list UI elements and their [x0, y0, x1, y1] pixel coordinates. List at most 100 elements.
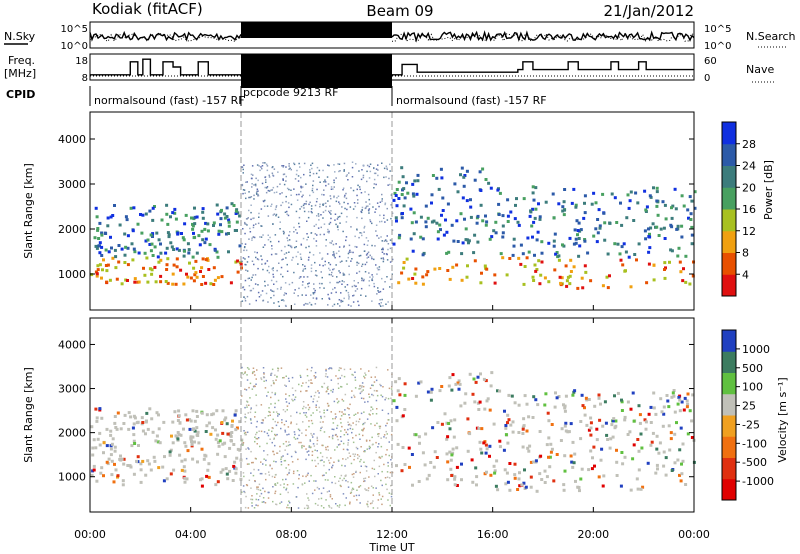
- power-cell-271: [327, 164, 329, 166]
- velocity-cell-831: [355, 470, 357, 473]
- velocity-cell-14: [116, 411, 120, 415]
- power-cell-664: [343, 274, 346, 276]
- velocity-cell-900: [298, 474, 300, 476]
- velocity-cell-82: [116, 474, 120, 478]
- power-cell-181: [186, 275, 190, 279]
- velocity-cell-600: [359, 384, 361, 387]
- power-cell-460: [351, 258, 353, 260]
- velocity-cell-356: [293, 398, 296, 401]
- power-cell-760: [364, 191, 366, 193]
- power-cell-671: [283, 253, 286, 255]
- velocity-cell-1432: [454, 382, 458, 386]
- velocity-cell-235: [224, 467, 228, 471]
- power-cell-389: [337, 163, 339, 165]
- velocity-cell-296: [347, 444, 349, 446]
- velocity-cell-302: [255, 404, 258, 407]
- power-cell-367: [365, 237, 368, 239]
- power-cell-34: [212, 266, 216, 270]
- power-cell-987: [315, 200, 318, 203]
- power-cell-535: [264, 285, 266, 287]
- velocity-cell-776: [293, 431, 296, 433]
- power-cell-1529: [655, 199, 659, 203]
- velocity-cell-1392: [508, 462, 512, 465]
- velocity-cell-760: [362, 429, 364, 432]
- power-cell-1251: [402, 266, 406, 270]
- power-cell-463: [343, 196, 346, 198]
- power-cell-1312: [594, 227, 598, 231]
- power-cell-512: [373, 258, 375, 261]
- power-cell-319: [261, 258, 263, 261]
- velocity-cell-1162: [672, 389, 676, 392]
- power-cell-139: [148, 267, 152, 271]
- power-cell-1176: [521, 252, 525, 256]
- velocity-cell-499: [331, 437, 334, 440]
- velocity-cell-584: [364, 377, 366, 379]
- velocity-cell-496: [244, 421, 247, 423]
- velocity-cell-833: [252, 371, 254, 373]
- power-cell-1182: [424, 220, 428, 224]
- velocity-cell-137: [90, 473, 94, 477]
- power-cell-442: [264, 162, 266, 164]
- power-cell-744: [296, 169, 298, 172]
- power-cell-933: [244, 279, 247, 282]
- power-cell-554: [275, 253, 278, 255]
- power-cell-1537: [661, 200, 665, 204]
- velocity-cell-1419: [532, 395, 536, 399]
- velocity-cell-1178: [587, 428, 591, 432]
- power-cell-786: [300, 187, 303, 189]
- power-cell-624: [333, 268, 335, 270]
- velocity-cell-836: [347, 421, 349, 423]
- velocity-cell-552: [377, 473, 379, 475]
- power-cell-795: [319, 205, 321, 208]
- power-cell-109: [98, 241, 102, 245]
- power-cell-910: [335, 177, 337, 179]
- velocity-cell-1318: [498, 445, 502, 449]
- velocity-cell-891: [379, 457, 382, 459]
- velocity-colorbar-cell-1: [722, 457, 736, 480]
- velocity-cell-1184: [457, 387, 461, 391]
- power-cell-618: [244, 243, 247, 245]
- power-cell-1274: [596, 231, 600, 235]
- velocity-cell-355: [260, 461, 262, 463]
- power-cell-347: [276, 269, 278, 272]
- power-cell-952: [307, 259, 310, 261]
- power-cell-1547: [485, 267, 489, 271]
- velocity-cell-1365: [480, 451, 484, 455]
- power-cell-1136: [372, 276, 374, 278]
- power-cell-896: [266, 260, 269, 262]
- power-cell-68: [136, 222, 140, 226]
- power-cell-1350: [655, 225, 659, 229]
- power-cell-810: [266, 186, 269, 188]
- power-cell-1483: [558, 275, 562, 279]
- power-cell-1267: [596, 218, 600, 221]
- velocity-cell-953: [340, 422, 342, 424]
- velocity-cell-504: [310, 414, 312, 417]
- power-cell-804: [272, 174, 274, 176]
- velocity-cell-894: [324, 375, 327, 378]
- velocity-cell-1009: [302, 421, 304, 423]
- power-cell-257: [106, 216, 110, 220]
- velocity-cell-968: [315, 465, 317, 467]
- velocity-cell-269: [316, 409, 318, 411]
- power-cell-993: [244, 297, 246, 300]
- velocity-cell-1283: [592, 445, 596, 449]
- velocity-cell-849: [280, 463, 283, 466]
- power-cell-270: [338, 250, 340, 252]
- power-cell-707: [307, 216, 310, 219]
- velocity-cell-1521: [543, 481, 547, 484]
- velocity-cell-330: [362, 385, 365, 388]
- velocity-cell-1434: [452, 435, 456, 439]
- power-cell-1142: [257, 194, 260, 197]
- power-cell-1354: [594, 201, 598, 205]
- velocity-cell-436: [345, 458, 347, 461]
- power-cell-745: [365, 205, 368, 208]
- power-cell-1166: [543, 276, 547, 280]
- power-cell-1021: [243, 246, 246, 249]
- power-cell-339: [363, 278, 365, 281]
- velocity-cell-191: [177, 409, 181, 413]
- power-cell-1332: [578, 244, 582, 248]
- velocity-cell-181: [185, 477, 189, 481]
- power-cell-483: [367, 193, 370, 196]
- velocity-cell-218: [168, 453, 172, 457]
- power-cell-1294: [636, 201, 640, 205]
